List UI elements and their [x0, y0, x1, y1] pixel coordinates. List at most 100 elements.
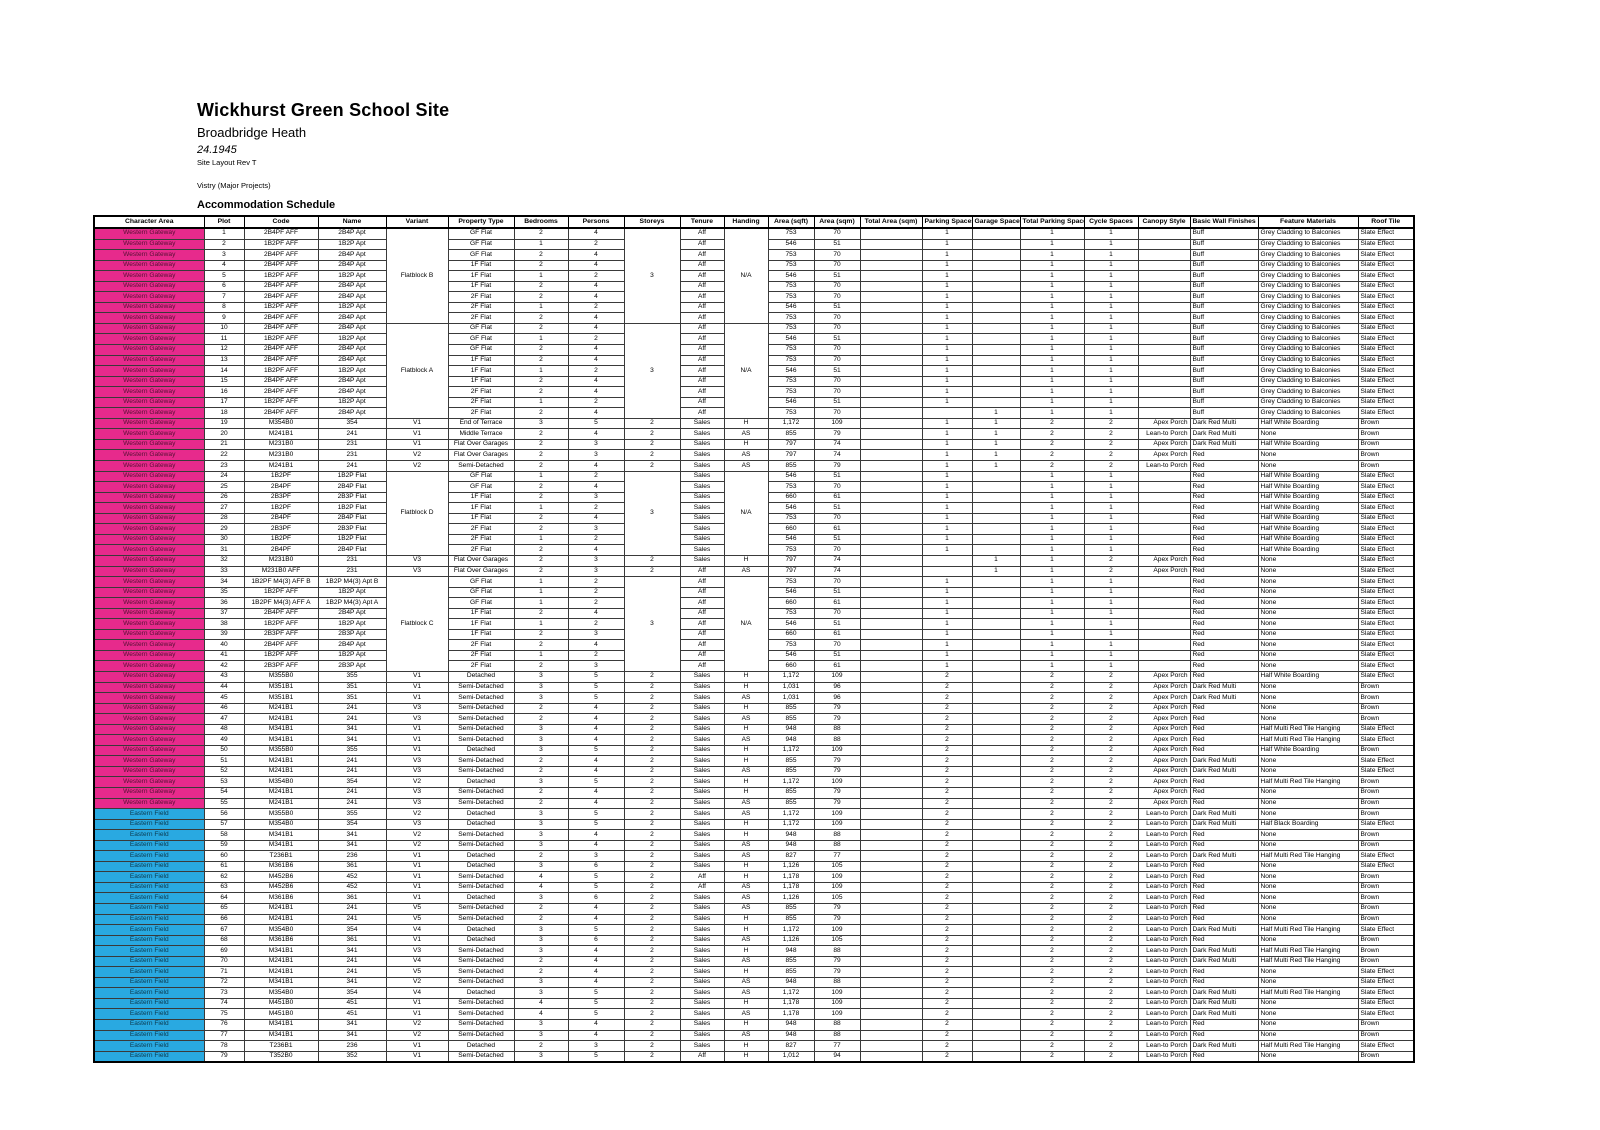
- cell-bedrooms: 3: [513, 1029, 569, 1042]
- cell-total-area-sqm: [859, 987, 923, 999]
- cell-area-sqft: 1,031: [767, 692, 815, 704]
- cell-bedrooms: 3: [513, 934, 569, 947]
- cell-feature-materials: Half White Boarding: [1257, 481, 1359, 493]
- cell-character-area: Eastern Field: [93, 976, 205, 989]
- cell-variant: V2: [385, 976, 449, 989]
- cell-bedrooms: 3: [513, 723, 569, 736]
- cell-name: 1B2P Flat: [317, 533, 387, 546]
- cell-storeys: 2: [623, 903, 681, 915]
- cell-garage-spaces: [971, 512, 1021, 525]
- cell-character-area: Eastern Field: [93, 1019, 205, 1031]
- cell-roof-tile: Slate Effect: [1357, 386, 1415, 398]
- cell-persons: 4: [567, 976, 625, 989]
- cell-total-area-sqm: [859, 903, 923, 915]
- cell-code: 2B3PF AFF: [243, 660, 319, 672]
- cell-bedrooms: 2: [513, 702, 569, 715]
- cell-basic-wall-finishes: Buff: [1189, 227, 1259, 240]
- cell-tenure: Aff: [679, 639, 725, 651]
- cell-area-sqm: 109: [813, 670, 861, 683]
- cell-canopy-style: Lean-to Porch: [1137, 1040, 1191, 1052]
- cell-character-area: Western Gateway: [93, 576, 205, 588]
- cell-parking-spaces: 2: [921, 934, 973, 947]
- cell-feature-materials: Half White Boarding: [1257, 470, 1359, 483]
- cell-code: M231B0: [243, 449, 319, 462]
- cell-variant: V3: [385, 702, 449, 715]
- cell-garage-spaces: [971, 502, 1021, 514]
- cell-persons: 4: [567, 713, 625, 725]
- cell-character-area: Western Gateway: [93, 533, 205, 546]
- column-header-property-type: Property Type: [447, 215, 515, 229]
- cell-total-area-sqm: [859, 354, 923, 367]
- cell-storeys: 2: [623, 987, 681, 999]
- cell-cycle-spaces: 1: [1083, 291, 1139, 303]
- cell-area-sqm: 109: [813, 881, 861, 894]
- cell-basic-wall-finishes: Red: [1189, 449, 1259, 462]
- cell-storeys: 2: [623, 818, 681, 831]
- cell-basic-wall-finishes: Red: [1189, 934, 1259, 947]
- cell-roof-tile: Slate Effect: [1357, 544, 1415, 556]
- cell-character-area: Western Gateway: [93, 692, 205, 704]
- cell-persons: 4: [567, 460, 625, 472]
- cell-area-sqm: 51: [813, 270, 861, 282]
- table-row-plot-35: Western Gateway 35 1B2PF AFF 1B2P Apt GF Fla…: [93, 586, 1415, 599]
- cell-storeys: 2: [623, 702, 681, 715]
- cell-persons: 4: [567, 945, 625, 957]
- cell-total-area-sqm: [859, 670, 923, 683]
- cell-roof-tile: Slate Effect: [1357, 354, 1415, 367]
- cell-feature-materials: Grey Cladding to Balconies: [1257, 333, 1359, 345]
- cell-total-parking-spaces: 1: [1019, 586, 1085, 599]
- cell-total-area-sqm: [859, 470, 923, 483]
- cell-plot: 55: [203, 797, 245, 810]
- cell-cycle-spaces: 1: [1083, 523, 1139, 535]
- cell-code: M241B1: [243, 955, 319, 968]
- cell-cycle-spaces: 1: [1083, 280, 1139, 293]
- cell-area-sqm: 61: [813, 523, 861, 535]
- cell-persons: 4: [567, 787, 625, 799]
- cell-area-sqm: 77: [813, 850, 861, 862]
- cell-property-type: 1F Flat: [447, 628, 515, 641]
- cell-plot: 68: [203, 934, 245, 947]
- cell-basic-wall-finishes: Dark Red Multi: [1189, 1008, 1259, 1020]
- cell-plot: 30: [203, 533, 245, 546]
- cell-total-area-sqm: [859, 818, 923, 831]
- cell-handing: AS: [723, 850, 769, 862]
- cell-tenure: Aff: [679, 628, 725, 641]
- cell-persons: 5: [567, 808, 625, 820]
- cell-bedrooms: 4: [513, 997, 569, 1010]
- cell-garage-spaces: 1: [971, 449, 1021, 462]
- cell-tenure: Sales: [679, 765, 725, 778]
- cell-roof-tile: Brown: [1357, 839, 1415, 852]
- cell-tenure: Sales: [679, 1029, 725, 1042]
- cell-garage-spaces: 1: [971, 460, 1021, 472]
- cell-roof-tile: Brown: [1357, 892, 1415, 904]
- cell-parking-spaces: 1: [921, 586, 973, 599]
- cell-area-sqft: 1,126: [767, 934, 815, 947]
- cell-basic-wall-finishes: Red: [1189, 723, 1259, 736]
- cell-cycle-spaces: 2: [1083, 744, 1139, 757]
- cell-cycle-spaces: 2: [1083, 839, 1139, 852]
- cell-canopy-style: Lean-to Porch: [1137, 913, 1191, 926]
- cell-tenure: Sales: [679, 787, 725, 799]
- table-row-plot-29: Western Gateway 29 2B3PF 2B3P Flat 2F Flat 2 3…: [93, 523, 1415, 535]
- cell-feature-materials: None: [1257, 765, 1359, 778]
- table-row-plot-28: Western Gateway 28 2B4PF 2B4P Flat 1F Flat 2 4…: [93, 512, 1415, 525]
- column-header-total-area-sqm: Total Area (sqm): [859, 215, 923, 229]
- cell-area-sqm: 88: [813, 1029, 861, 1042]
- cell-persons: 4: [567, 723, 625, 736]
- cell-bedrooms: 2: [513, 344, 569, 356]
- cell-name: 2B4P Apt: [317, 280, 387, 293]
- cell-parking-spaces: 1: [921, 576, 973, 588]
- cell-canopy-style: [1137, 344, 1191, 356]
- cell-code: 1B2PF AFF: [243, 586, 319, 599]
- cell-property-type: Semi-Detached: [447, 1019, 515, 1031]
- cell-total-parking-spaces: 2: [1019, 966, 1085, 978]
- cell-bedrooms: 2: [513, 249, 569, 261]
- cell-canopy-style: [1137, 470, 1191, 483]
- cell-parking-spaces: [921, 407, 973, 419]
- cell-name: 451: [317, 1008, 387, 1020]
- cell-cycle-spaces: 1: [1083, 649, 1139, 662]
- cell-tenure: Sales: [679, 987, 725, 999]
- cell-total-area-sqm: [859, 344, 923, 356]
- cell-feature-materials: None: [1257, 976, 1359, 989]
- cell-plot: 59: [203, 839, 245, 852]
